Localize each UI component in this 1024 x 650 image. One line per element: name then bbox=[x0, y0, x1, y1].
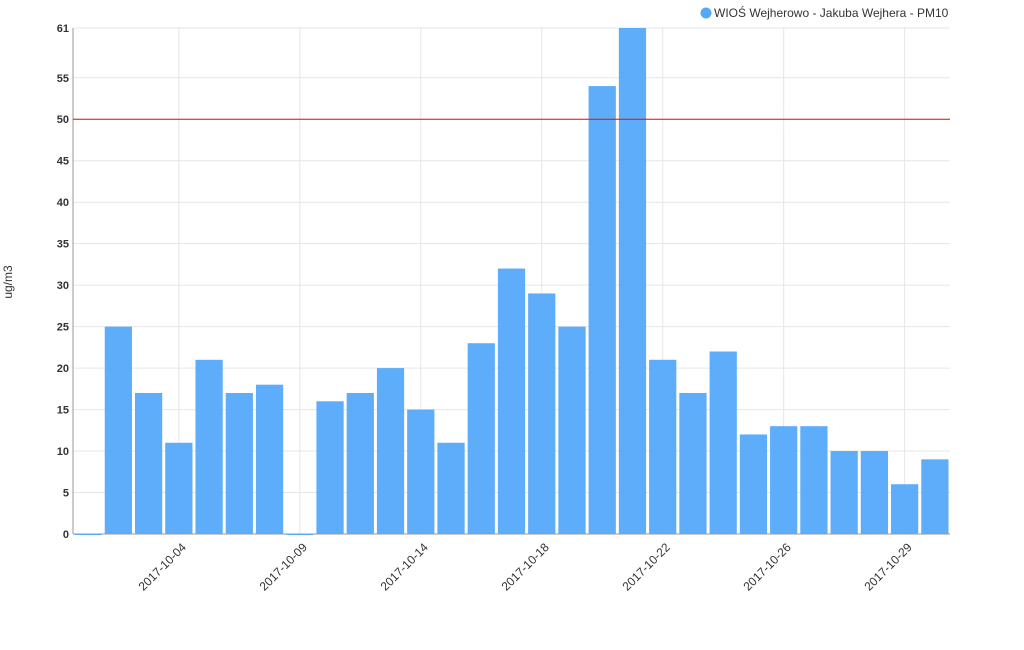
y-tick-label: 20 bbox=[57, 363, 69, 375]
y-tick-label: 40 bbox=[57, 197, 69, 209]
x-tick-label: 2017-10-29 bbox=[861, 540, 915, 594]
y-tick-label: 30 bbox=[57, 280, 69, 292]
bar bbox=[709, 351, 737, 534]
x-tick-label: 2017-10-09 bbox=[257, 540, 311, 594]
bar bbox=[165, 442, 193, 534]
bar bbox=[225, 392, 253, 534]
y-tick-label: 61 bbox=[57, 23, 69, 35]
bar bbox=[618, 28, 647, 534]
x-tick-label: 2017-10-18 bbox=[499, 540, 553, 594]
bar bbox=[891, 484, 919, 534]
bar bbox=[195, 359, 223, 534]
bar bbox=[528, 293, 556, 534]
bar bbox=[286, 534, 314, 535]
x-tick-label: 2017-10-14 bbox=[378, 540, 432, 594]
bar bbox=[649, 359, 677, 534]
y-tick-label: 35 bbox=[57, 239, 69, 251]
y-axis-label: ug/m3 bbox=[1, 265, 15, 299]
bar bbox=[407, 409, 435, 534]
x-tick-label: 2017-10-04 bbox=[136, 540, 190, 594]
x-tick-label: 2017-10-22 bbox=[620, 540, 674, 594]
legend-label: WIOŚ Wejherowo - Jakuba Wejhera - PM10 bbox=[714, 5, 949, 20]
bar bbox=[739, 434, 768, 534]
bar bbox=[800, 426, 828, 534]
bar bbox=[497, 268, 526, 534]
bar bbox=[830, 451, 858, 534]
y-tick-label: 45 bbox=[57, 156, 69, 168]
bar bbox=[558, 326, 586, 534]
x-tick-label: 2017-10-26 bbox=[740, 540, 794, 594]
bar bbox=[921, 459, 949, 534]
bar bbox=[346, 392, 374, 534]
y-tick-label: 15 bbox=[57, 405, 69, 417]
legend-marker bbox=[700, 7, 712, 19]
bar bbox=[860, 451, 889, 534]
y-tick-label: 25 bbox=[57, 322, 69, 334]
bar bbox=[376, 368, 405, 534]
y-tick-label: 50 bbox=[57, 114, 69, 126]
y-tick-label: 5 bbox=[63, 488, 69, 500]
bar bbox=[134, 392, 163, 534]
y-tick-label: 0 bbox=[63, 529, 69, 541]
bar bbox=[74, 534, 102, 535]
bar bbox=[104, 326, 132, 534]
y-tick-label: 10 bbox=[57, 446, 69, 458]
bar bbox=[588, 86, 616, 534]
bar bbox=[467, 343, 495, 534]
bar bbox=[770, 426, 798, 534]
bar bbox=[316, 401, 344, 534]
bar bbox=[679, 392, 707, 534]
bar bbox=[437, 442, 465, 534]
y-tick-label: 55 bbox=[57, 73, 69, 85]
bar bbox=[255, 384, 284, 534]
